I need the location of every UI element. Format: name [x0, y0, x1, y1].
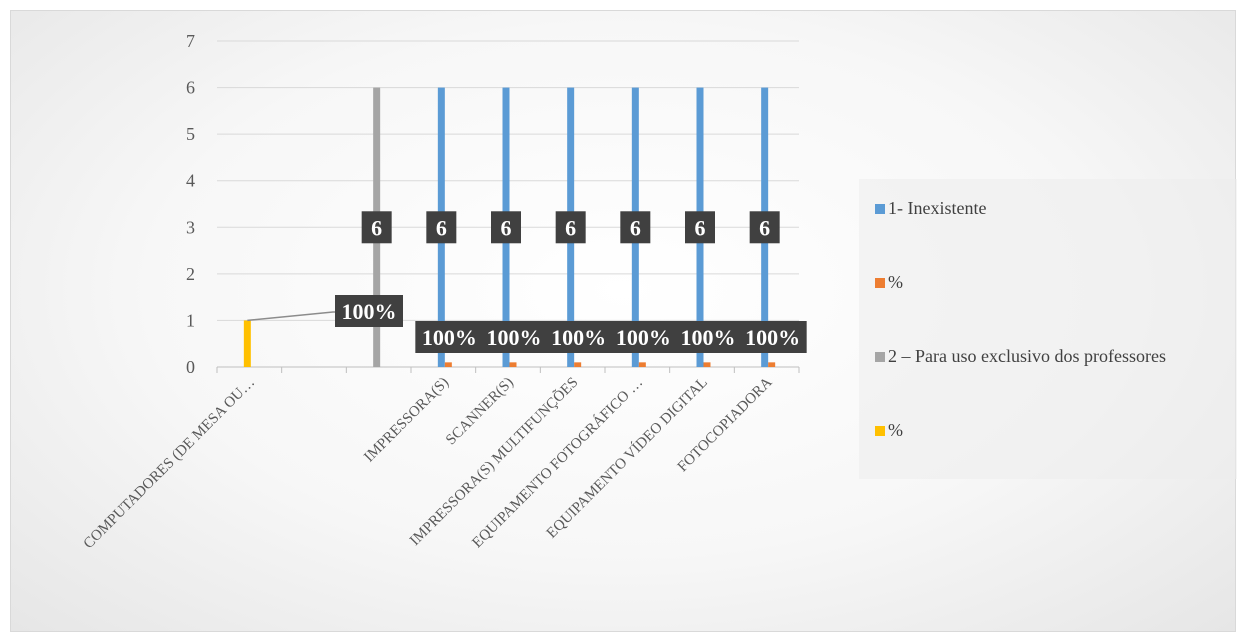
data-label-percent: 100%	[745, 325, 800, 350]
data-label-inexistente: 6	[436, 215, 447, 240]
data-label-percent: 100%	[681, 325, 736, 350]
y-tick-label: 2	[186, 264, 195, 284]
data-label-inexistente: 6	[565, 215, 576, 240]
x-category-label: COMPUTADORES (DE MESA OU…	[81, 375, 259, 553]
bar	[768, 362, 776, 367]
legend-item-percent-orange: %	[875, 271, 1188, 293]
data-label-inexistente-box	[749, 211, 780, 244]
x-category-label: IMPRESSORA(S)	[361, 375, 452, 466]
legend-label-inexistente: 1- Inexistente	[888, 198, 987, 218]
data-label-percent-box	[544, 321, 613, 353]
legend-item-inexistente: 1- Inexistente	[875, 197, 1188, 219]
legend-swatch-gray	[875, 352, 885, 362]
legend-label-percent-orange: %	[888, 272, 903, 292]
legend-label-percent-yellow: %	[888, 420, 903, 440]
chart-area: 0 1 2 3 4 5 6 7 6 6 6 6 6 6 6 100% 100% 100% 100% 100% 100% 1…	[10, 10, 1237, 632]
data-label-inexistente: 6	[695, 215, 706, 240]
data-label-percent: 100%	[487, 325, 542, 350]
data-label-inexistente: 6	[501, 215, 512, 240]
legend-swatch-yellow	[875, 426, 885, 436]
chart-plot: 0 1 2 3 4 5 6 7 6 6 6 6 6 6 6 100% 100% 100% 100% 100% 100% 1…	[81, 31, 807, 553]
bar	[638, 362, 646, 367]
data-label-inexistente: 6	[759, 215, 770, 240]
y-tick-label: 7	[186, 31, 195, 51]
y-tick-label: 3	[186, 217, 195, 237]
data-label-percent-box	[674, 321, 742, 353]
legend-label-exclusivo-professores: 2 – Para uso exclusivo dos professores	[888, 346, 1166, 366]
data-label-inexistente-box	[426, 211, 457, 244]
data-label-inexistente-box	[555, 211, 586, 244]
y-tick-label: 0	[186, 357, 195, 377]
data-label-inexistente-box	[620, 211, 651, 244]
y-tick-label: 5	[186, 124, 195, 144]
bar	[703, 362, 711, 367]
legend-item-percent-yellow: %	[875, 419, 1188, 441]
data-label-inexistente-box	[685, 211, 715, 244]
data-label-inexistente: 6	[630, 215, 641, 240]
data-label-percent: 100%	[616, 325, 671, 350]
data-label-percent-box	[738, 321, 807, 353]
bar	[444, 362, 452, 367]
data-label-percent-callout: 100%	[342, 299, 397, 324]
legend-swatch-blue	[875, 204, 885, 214]
data-label-percent-box	[415, 321, 484, 353]
data-label-exclusivo: 6	[371, 215, 382, 240]
legend-swatch-orange	[875, 278, 885, 288]
data-label-percent: 100%	[422, 325, 477, 350]
data-label-percent: 100%	[551, 325, 606, 350]
data-label-percent-box	[609, 321, 678, 353]
legend-item-exclusivo-professores: 2 – Para uso exclusivo dos professores	[875, 345, 1188, 367]
bar	[509, 362, 517, 367]
data-label-percent-callout-box	[335, 295, 403, 327]
data-label-inexistente-box	[491, 211, 521, 244]
x-category-label: SCANNER(S)	[443, 375, 517, 449]
bar	[243, 320, 251, 367]
y-tick-label: 4	[186, 171, 195, 191]
data-label-exclusivo-box	[361, 211, 392, 244]
y-tick-label: 6	[186, 78, 195, 98]
leader-line	[247, 311, 335, 322]
bar	[574, 362, 582, 367]
data-label-percent-box	[480, 321, 548, 353]
chart-legend: 1- Inexistente % 2 – Para uso exclusivo …	[859, 179, 1237, 479]
y-tick-label: 1	[186, 310, 195, 330]
